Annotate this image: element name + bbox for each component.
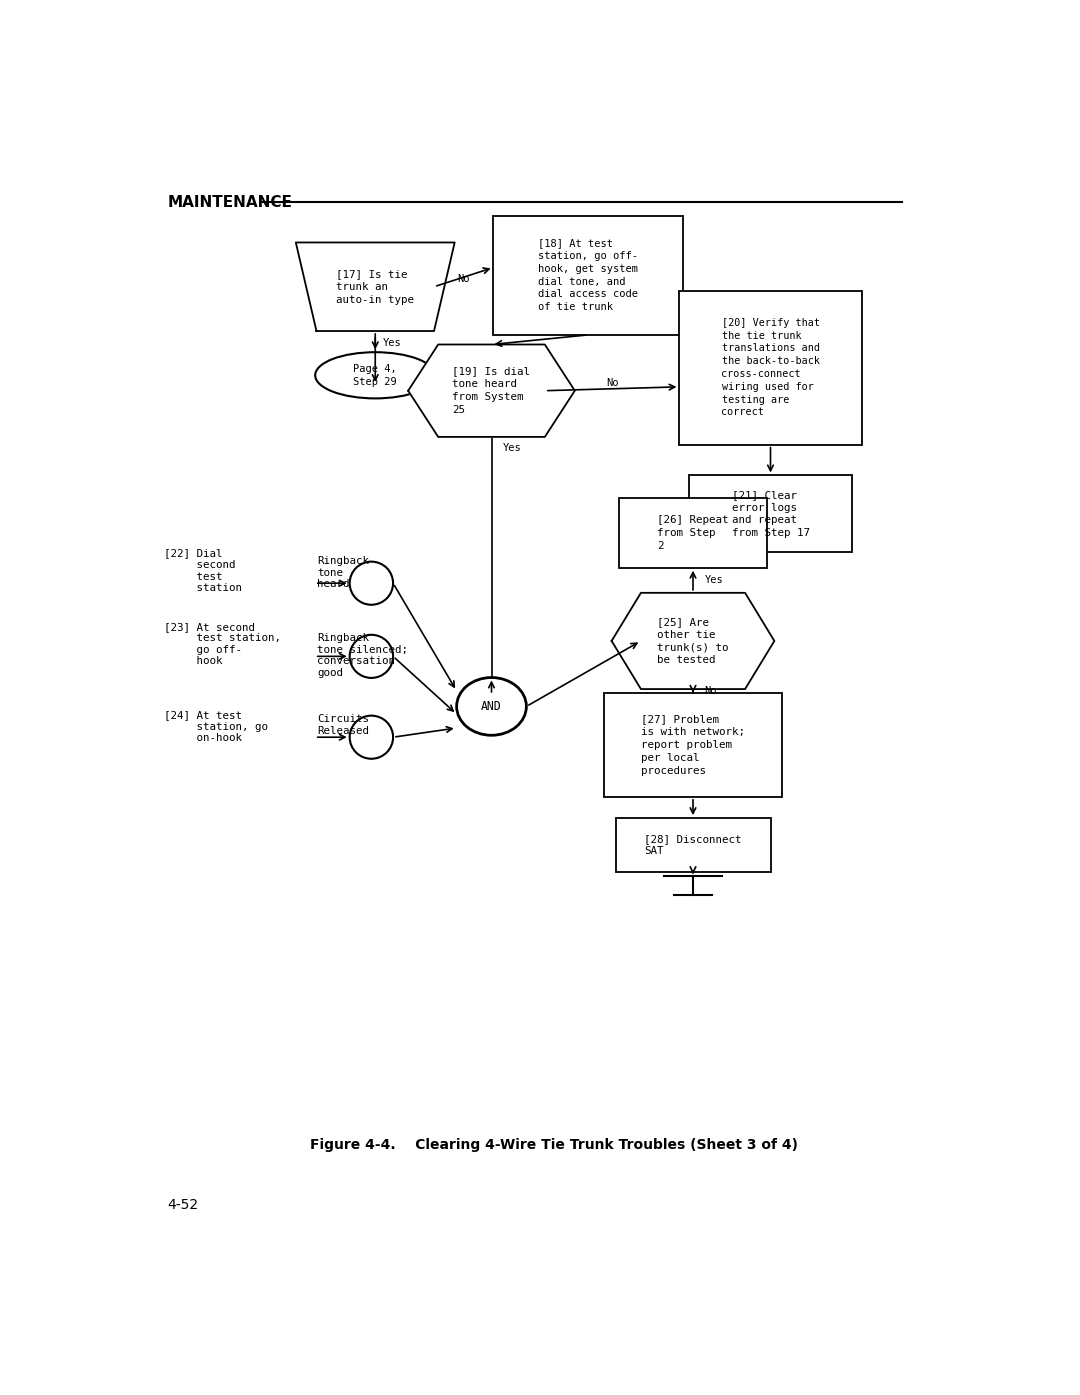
Polygon shape (408, 345, 575, 437)
Text: [22] Dial
     second
     test
     station: [22] Dial second test station (164, 548, 242, 593)
Bar (619, 498, 767, 568)
Text: Circuits
Released: Circuits Released (318, 714, 369, 735)
Text: [17] Is tie
trunk an
auto-in type: [17] Is tie trunk an auto-in type (336, 269, 415, 304)
Circle shape (350, 635, 393, 678)
Bar (616, 817, 770, 872)
Text: [18] At test
station, go off-
hook, get system
dial tone, and
dial access code
o: [18] At test station, go off- hook, get … (538, 239, 638, 312)
Text: [20] Verify that
the tie trunk
translations and
the back-to-back
cross-connect
w: [20] Verify that the tie trunk translati… (721, 318, 820, 417)
Text: [19] Is dial
tone heard
from System
25: [19] Is dial tone heard from System 25 (453, 367, 530, 414)
Circle shape (350, 562, 393, 605)
Text: MAINTENANCE: MAINTENANCE (167, 194, 293, 209)
Text: AND: AND (482, 700, 502, 713)
Bar (679, 290, 862, 445)
Bar (604, 693, 782, 797)
Text: No: No (458, 273, 470, 285)
Polygon shape (296, 243, 455, 331)
Text: Ringback
tone
heard: Ringback tone heard (318, 557, 369, 590)
Bar (494, 215, 684, 335)
Text: [24] At test
     station, go
     on-hook: [24] At test station, go on-hook (164, 710, 269, 744)
Text: No: No (606, 378, 619, 388)
Text: [26] Repeat
from Step
2: [26] Repeat from Step 2 (658, 515, 729, 551)
Text: [23] At second
     test station,
     go off-
     hook: [23] At second test station, go off- hoo… (164, 622, 282, 667)
Text: Page 4,
Step 29: Page 4, Step 29 (353, 364, 397, 386)
Text: 4-52: 4-52 (167, 1197, 199, 1212)
Text: [27] Problem
is with network;
report problem
per local
procedures: [27] Problem is with network; report pro… (642, 714, 745, 776)
Circle shape (350, 716, 393, 759)
Bar (689, 476, 852, 552)
Text: Ringback
tone silenced;
conversation
good: Ringback tone silenced; conversation goo… (318, 633, 408, 678)
Text: Yes: Yes (704, 575, 724, 586)
Ellipse shape (457, 678, 526, 735)
Text: [25] Are
other tie
trunk(s) to
be tested: [25] Are other tie trunk(s) to be tested (658, 617, 729, 665)
Polygon shape (611, 593, 774, 689)
Text: No: No (704, 686, 717, 696)
Text: Figure 4-4.    Clearing 4-Wire Tie Trunk Troubles (Sheet 3 of 4): Figure 4-4. Clearing 4-Wire Tie Trunk Tr… (310, 1138, 797, 1152)
Text: Yes: Yes (503, 444, 522, 453)
Text: [28] Disconnect
SAT: [28] Disconnect SAT (645, 834, 742, 857)
Text: Yes: Yes (383, 338, 402, 347)
Text: [21] Clear
error logs
and repeat
from Step 17: [21] Clear error logs and repeat from St… (731, 490, 810, 538)
Ellipse shape (315, 352, 435, 399)
